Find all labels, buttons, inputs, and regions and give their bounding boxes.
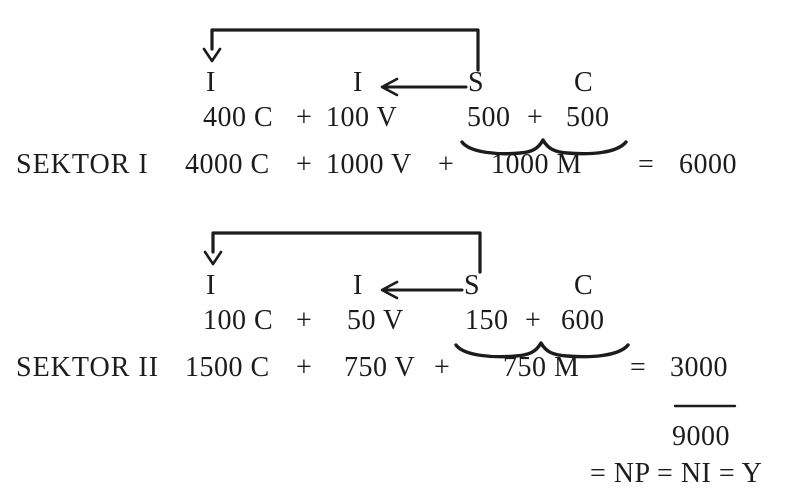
sector2-surplus-plus2: +: [525, 305, 542, 336]
sector1-overbrace-icon: [460, 138, 628, 156]
sector2-label: SEKTOR II: [16, 352, 160, 383]
sector2-surplus-value: 750 M: [503, 352, 580, 383]
sector2-down-arrowhead-icon: [203, 250, 223, 266]
sector2-overbrace-icon: [454, 341, 630, 359]
sector2-constant-capital: 1500 C: [185, 352, 270, 383]
sector1-left-arrowhead-icon: [380, 77, 399, 97]
sector1-equals-sign: =: [638, 149, 655, 180]
income-identity: = NP = NI = Y: [590, 458, 763, 489]
grand-total: 9000: [672, 421, 730, 452]
sector2-letter-i-destination: I: [206, 270, 216, 301]
sector2-equals-sign: =: [630, 352, 647, 383]
sector1-surplus-c-part: 400 C: [203, 102, 274, 133]
sector2-eq-plus2: +: [434, 352, 451, 383]
sector1-constant-capital: 4000 C: [185, 149, 270, 180]
sector1-surplus-saved: 500: [467, 102, 511, 133]
sector2-variable-capital: 750 V: [344, 352, 416, 383]
sector2-letter-c-consumption: C: [574, 270, 594, 301]
sector1-eq-plus2: +: [438, 149, 455, 180]
sector2-eq-plus1: +: [296, 352, 313, 383]
sector2-letter-s-saving: S: [464, 270, 481, 301]
sector1-total: 6000: [679, 149, 737, 180]
sector2-total: 3000: [670, 352, 728, 383]
sector1-down-arrowhead-icon: [202, 47, 222, 63]
sector1-letter-i-investment: I: [353, 67, 363, 98]
sector2-flow: [203, 231, 630, 359]
sector1-surplus-plus2: +: [527, 102, 544, 133]
sector1-variable-capital: 1000 V: [326, 149, 412, 180]
sector2-surplus-saved: 150: [465, 305, 509, 336]
sector1-letter-c-consumption: C: [574, 67, 594, 98]
sector1-flow: [202, 28, 628, 156]
sector2-surplus-consumed: 600: [561, 305, 605, 336]
sector2-surplus-v-part: 50 V: [347, 305, 404, 336]
sector2-letter-i-investment: I: [353, 270, 363, 301]
sector1-surplus-consumed: 500: [566, 102, 610, 133]
sector2-surplus-c-part: 100 C: [203, 305, 274, 336]
sector1-surplus-plus1: +: [296, 102, 313, 133]
sector1-surplus-value: 1000 M: [491, 149, 582, 180]
sector1-label: SEKTOR I: [16, 149, 149, 180]
sector1-surplus-v-part: 100 V: [326, 102, 398, 133]
sector1-eq-plus1: +: [296, 149, 313, 180]
sector1-loop-line: [210, 28, 480, 72]
sector1-letter-s-saving: S: [468, 67, 485, 98]
sector1-letter-i-destination: I: [206, 67, 216, 98]
sector2-left-arrowhead-icon: [380, 280, 399, 300]
sector2-surplus-plus1: +: [296, 305, 313, 336]
sector2-loop-line: [211, 231, 482, 274]
